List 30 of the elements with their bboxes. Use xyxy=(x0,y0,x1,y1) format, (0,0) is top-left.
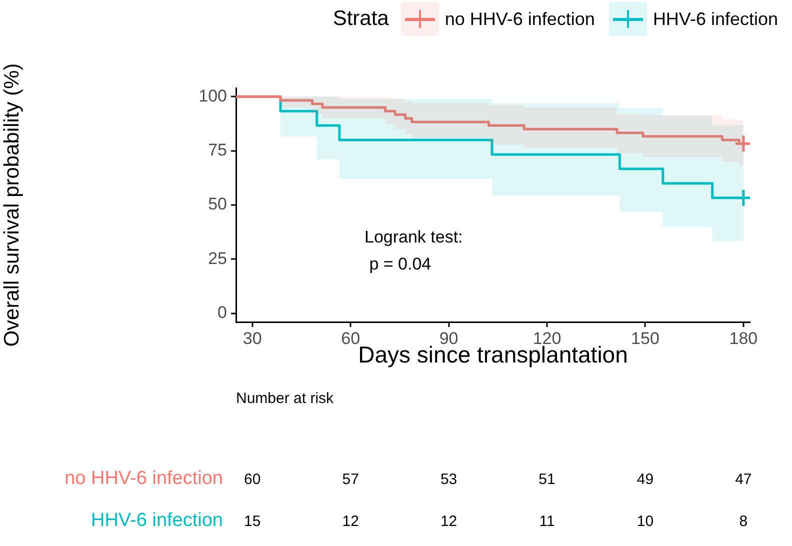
data-label: 57 xyxy=(341,471,360,488)
x-tick-label: 90 xyxy=(439,328,458,348)
data-label: 60 xyxy=(243,471,262,488)
data-label: 12 xyxy=(341,513,360,530)
data-label: 8 xyxy=(738,513,749,530)
data-label: 10 xyxy=(636,513,655,530)
y-tick-label: HHV-6 infection xyxy=(90,510,223,532)
data-label: 53 xyxy=(439,471,458,488)
y-axis-title: Overall survival probability (%) xyxy=(0,63,24,347)
x-tick-label: 60 xyxy=(341,328,360,348)
x-tick-label: 30 xyxy=(242,328,262,348)
data-label: 49 xyxy=(636,471,655,488)
data-label: 15 xyxy=(243,513,262,530)
y-tick-label: 100 xyxy=(198,86,227,106)
legend-title: Strata xyxy=(332,7,389,31)
chart-title: Number at risk xyxy=(236,390,334,407)
y-tick-label: 50 xyxy=(208,194,227,214)
y-tick-label: 0 xyxy=(218,303,227,322)
legend-label: no HHV-6 infection xyxy=(444,8,595,30)
x-tick-label: 180 xyxy=(729,328,758,348)
data-label: 11 xyxy=(538,513,556,530)
y-tick-label: 75 xyxy=(208,140,227,160)
y-tick-label: 25 xyxy=(208,248,227,268)
legend-label: HHV-6 infection xyxy=(652,8,778,30)
data-label: 51 xyxy=(538,471,556,488)
data-label: 47 xyxy=(734,471,753,488)
data-label: 12 xyxy=(439,513,458,530)
annotation: Logrank test: p = 0.04 xyxy=(364,227,463,274)
y-tick-label: no HHV-6 infection xyxy=(64,468,223,490)
x-tick-label: 150 xyxy=(631,328,660,348)
